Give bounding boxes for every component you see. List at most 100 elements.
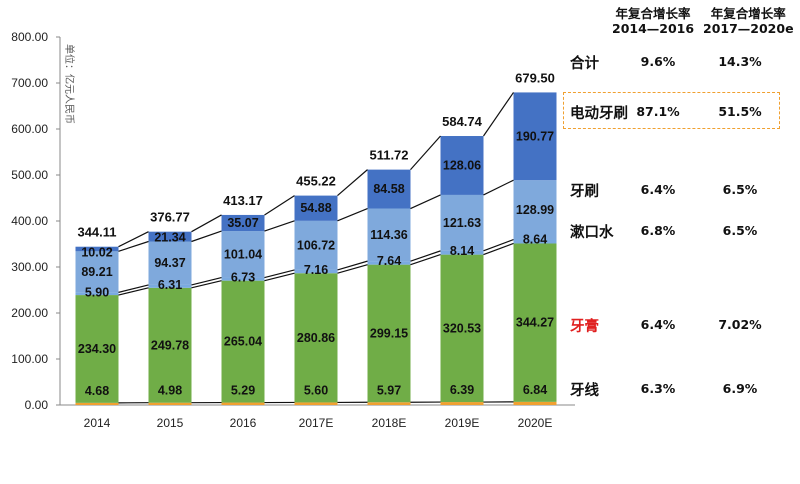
- connector-line: [264, 269, 295, 279]
- bar-segment: [440, 254, 484, 403]
- cagr-2017-2020-value: 6.5%: [722, 223, 758, 238]
- cagr-header-1-line1: 年复合增长率: [615, 6, 691, 21]
- connector-line: [337, 207, 368, 222]
- connector-line: [191, 230, 222, 243]
- connector-line: [410, 194, 441, 210]
- data-label: 101.04: [224, 247, 262, 261]
- connector-line: [264, 220, 295, 232]
- cagr-2014-2016-value: 6.4%: [640, 182, 676, 197]
- connector-line: [264, 195, 295, 216]
- bar-segment: [294, 269, 338, 274]
- bar-segment: [148, 241, 192, 285]
- connector-line: [118, 231, 149, 248]
- bar-segment: [221, 402, 265, 405]
- data-label: 265.04: [224, 335, 262, 349]
- cagr-2014-2016-value: 6.3%: [640, 381, 676, 396]
- data-label: 128.06: [443, 158, 481, 172]
- cagr-header-2: 年复合增长率 2017—2020e: [703, 6, 794, 36]
- y-tick-label: 200.00: [11, 306, 48, 320]
- bar-segment: [440, 194, 484, 251]
- cagr-row-label: 合计: [570, 56, 599, 72]
- cagr-row-label: 漱口水: [570, 225, 614, 241]
- bar-segment: [367, 402, 411, 405]
- connector-line: [118, 287, 149, 296]
- connector-line: [483, 242, 514, 256]
- connector-line: [410, 135, 441, 171]
- bar-segment: [367, 264, 411, 403]
- bar-segment: [148, 231, 192, 242]
- data-label: 6.31: [158, 278, 182, 292]
- bar-segment: [221, 231, 265, 278]
- cagr-2014-2016-value: 9.6%: [640, 54, 676, 69]
- bar-segment: [221, 280, 265, 403]
- x-tick-label: 2014: [84, 416, 111, 430]
- x-tick-label: 2015: [157, 416, 184, 430]
- data-label: 5.90: [85, 285, 109, 299]
- data-label: 114.36: [370, 228, 408, 242]
- data-label: 8.14: [450, 244, 474, 258]
- total-label: 413.17: [223, 193, 263, 208]
- bar-segment: [367, 169, 411, 209]
- y-tick-label: 800.00: [11, 30, 48, 44]
- connector-line: [337, 260, 368, 271]
- bar-segment: [513, 180, 557, 240]
- bar-segment: [513, 401, 557, 405]
- cagr-header-1: 年复合增长率 2014—2016: [612, 6, 694, 36]
- bar-segment: [513, 239, 557, 244]
- connector-line: [337, 169, 368, 197]
- data-label: 7.16: [304, 263, 328, 277]
- cagr-2017-2020-value: 7.02%: [718, 317, 762, 332]
- data-label: 94.37: [154, 256, 185, 270]
- bar-segment: [148, 284, 192, 288]
- data-label: 234.30: [78, 342, 116, 356]
- bar-segment: [75, 292, 119, 296]
- data-label: 249.78: [151, 338, 189, 352]
- x-tick-label: 2018E: [372, 416, 407, 430]
- connector-line: [483, 92, 514, 137]
- connector-line: [191, 276, 222, 286]
- cagr-2014-2016-value: 87.1%: [636, 104, 680, 119]
- bar-segment: [294, 220, 338, 270]
- bar-segment: [440, 136, 484, 195]
- bar-segment: [75, 251, 119, 293]
- connector-line: [337, 264, 368, 274]
- connector-line: [118, 284, 149, 293]
- cagr-row-label: 牙线: [570, 383, 599, 399]
- x-tick-label: 2017E: [299, 416, 334, 430]
- y-tick-label: 500.00: [11, 168, 48, 182]
- bar-segment: [513, 92, 557, 181]
- data-label: 54.88: [300, 201, 331, 215]
- total-label: 376.77: [150, 210, 190, 225]
- y-tick-label: 300.00: [11, 260, 48, 274]
- data-label: 89.21: [81, 265, 112, 279]
- connector-line: [191, 280, 222, 289]
- data-label: 190.77: [516, 129, 554, 143]
- highlight-box-electric: [563, 92, 780, 129]
- data-label: 5.97: [377, 383, 401, 397]
- data-label: 299.15: [370, 326, 408, 340]
- data-label: 280.86: [297, 331, 335, 345]
- total-label: 679.50: [515, 70, 555, 85]
- data-label: 21.34: [154, 231, 185, 245]
- connector-line: [191, 214, 222, 233]
- cagr-row-label: 电动牙刷: [570, 106, 628, 122]
- total-label: 584.74: [442, 114, 483, 129]
- connector-line: [118, 240, 149, 252]
- bar-segment: [513, 243, 557, 402]
- data-label: 35.07: [227, 216, 258, 230]
- bar-segment: [221, 214, 265, 232]
- bar-segment: [440, 250, 484, 255]
- y-tick-label: 400.00: [11, 214, 48, 228]
- cagr-2017-2020-value: 6.5%: [722, 182, 758, 197]
- cagr-2017-2020-value: 51.5%: [718, 104, 762, 119]
- bar-segment: [294, 402, 338, 405]
- data-label: 5.29: [231, 384, 255, 398]
- y-tick-label: 100.00: [11, 352, 48, 366]
- bar-segment: [75, 295, 119, 403]
- cagr-2014-2016-value: 6.8%: [640, 223, 676, 238]
- data-label: 6.84: [523, 383, 547, 397]
- bar-segment: [440, 402, 484, 405]
- data-label: 6.39: [450, 383, 474, 397]
- data-label: 4.68: [85, 384, 109, 398]
